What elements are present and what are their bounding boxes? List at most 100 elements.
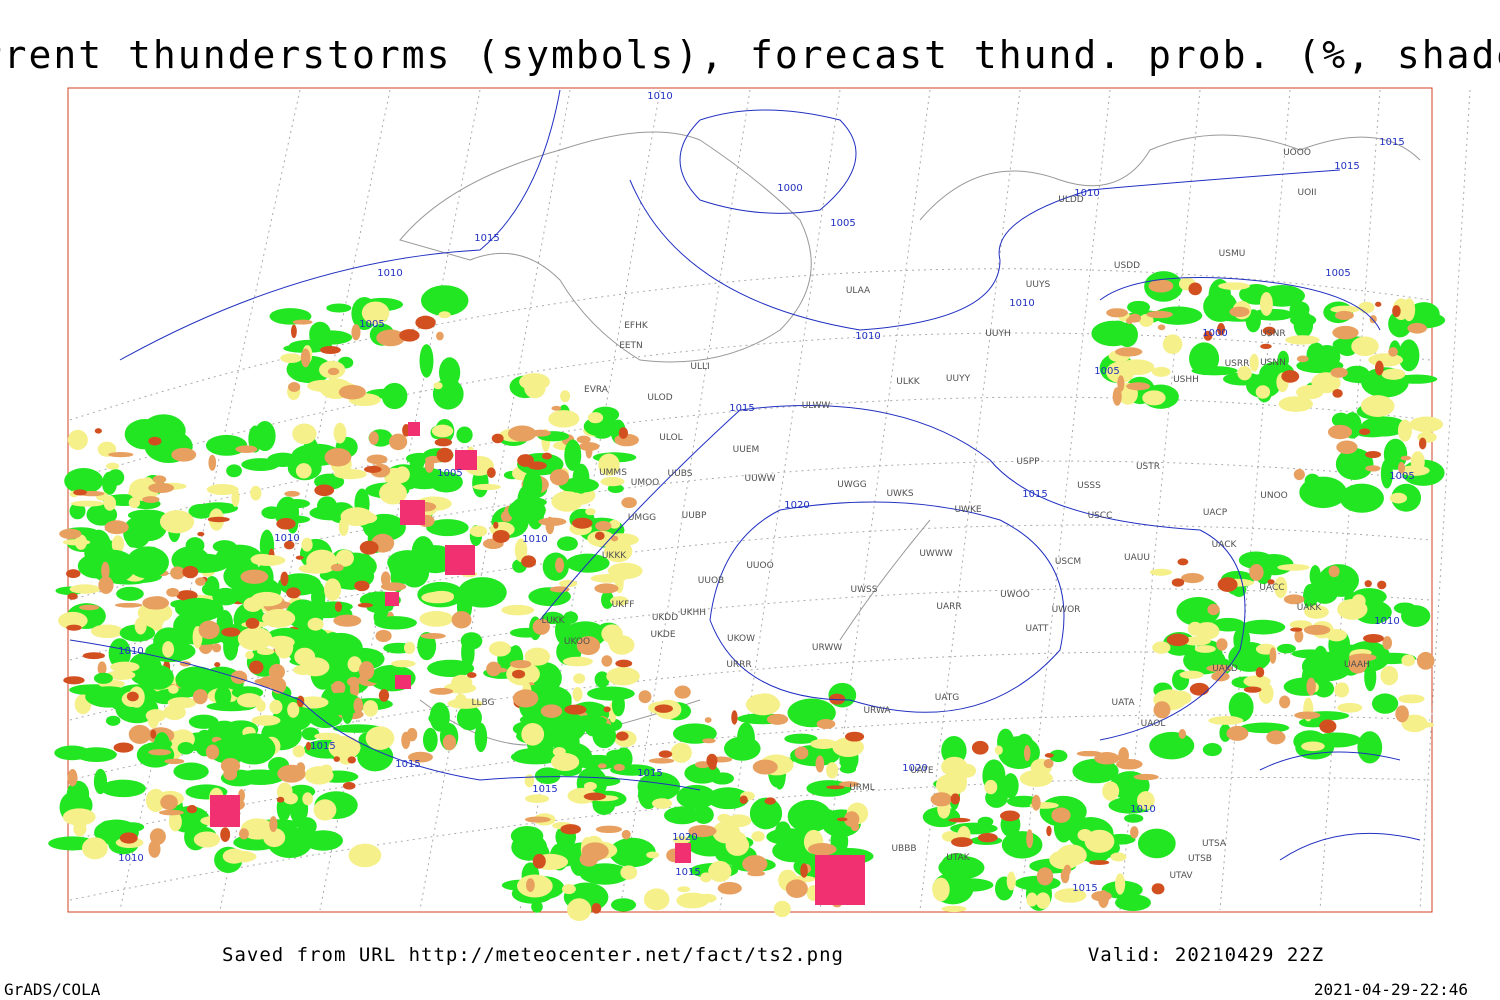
shade-cell [348,843,382,868]
shade-cell [1188,282,1202,296]
shade-cell [607,635,629,649]
shade-cell [220,757,241,774]
shade-cell [1283,594,1305,605]
isobar-label: 1010 [274,533,299,544]
station-code: UAAH [1344,660,1370,670]
shade-cell [615,659,633,668]
shade-cell [415,315,436,330]
shade-cell [554,616,572,645]
shade-cell [1171,578,1185,587]
shade-cell [749,797,783,830]
shade-cell [1303,583,1318,610]
shade-cell [111,535,125,554]
shade-cell [1331,412,1351,428]
shade-cell [1319,719,1337,734]
station-code: LLBG [471,698,494,708]
shade-cell [526,685,572,713]
station-code: ULDD [1058,195,1084,205]
shade-cell [150,729,157,739]
shade-cell [163,704,186,721]
shade-cell [433,381,443,390]
shade-cell [1365,450,1382,459]
shade-cell [1348,653,1377,662]
shade-cell [298,563,334,574]
shade-cell [347,756,356,764]
shade-cell [67,429,88,450]
shade-cell [984,779,998,795]
shade-cell [583,781,597,791]
shade-cell [534,767,561,785]
shade-cell [1217,322,1226,336]
station-code: USCC [1088,511,1113,521]
station-code: UACC [1259,583,1284,593]
shade-cell [677,886,691,893]
shade-cell [598,453,620,476]
shade-cell [1332,389,1343,398]
shade-cell [950,793,961,805]
station-code: UATE [910,766,934,776]
station-code: UKKK [602,551,627,561]
shade-cell [1237,366,1252,381]
shade-cell [1151,883,1165,895]
shade-cell [1170,690,1192,705]
isobar-label: 1015 [310,741,335,752]
shade-cell [1002,773,1019,799]
shade-cell [564,704,587,715]
shade-cell [1296,358,1344,374]
shade-cell [69,502,86,520]
shade-cell [128,497,141,509]
shade-cell [1332,325,1359,340]
shade-cell [250,591,283,607]
shade-cell [474,722,488,753]
shade-cell [688,825,717,838]
shade-cell [977,833,998,843]
shade-cell [355,512,378,524]
station-code: UTAV [1169,871,1193,881]
shade-cell [67,769,78,787]
shade-cell [438,311,451,319]
isobar-label: 1010 [1074,188,1099,199]
shade-cell [90,624,124,639]
shade-cell [1060,868,1070,884]
shade-cell [290,324,297,339]
shade-cell [1277,350,1289,369]
shade-cell [284,490,300,497]
shade-cell [193,831,220,848]
shade-cell [676,784,716,810]
shade-cell [1400,455,1411,461]
shade-cell [116,586,144,601]
shade-cell [572,687,583,702]
shade-cell [201,583,216,596]
shade-cell [162,641,175,658]
isobar-label: 1020 [784,500,809,511]
shade-cell [419,344,434,378]
isobar-label: 1015 [637,768,662,779]
shade-cell [1194,622,1220,640]
shade-cell [245,651,255,660]
shade-cell [238,828,249,840]
shade-cell [1118,359,1155,376]
shade-cell [292,319,313,325]
shade-cell [775,821,791,841]
shade-cell [1369,315,1377,324]
station-code: UACK [1212,540,1238,550]
station-code: UWOR [1052,605,1081,615]
shade-cell [361,301,390,325]
shade-cell [305,741,312,751]
shade-cell [1335,448,1374,481]
shade-cell [69,584,101,594]
shade-cell [609,837,656,868]
shade-cell [1363,633,1384,643]
shade-cell [158,809,184,816]
isobar-label: 1005 [359,319,384,330]
shade-cell [531,900,543,913]
shade-cell [816,719,836,729]
shade-cell [561,883,576,895]
shade-cell [417,631,437,661]
shade-cell [587,412,604,424]
shade-cell [651,798,673,809]
shade-cell [784,733,818,744]
shade-cell [562,656,593,667]
shade-cell [1358,301,1375,314]
shade-cell [587,686,635,701]
